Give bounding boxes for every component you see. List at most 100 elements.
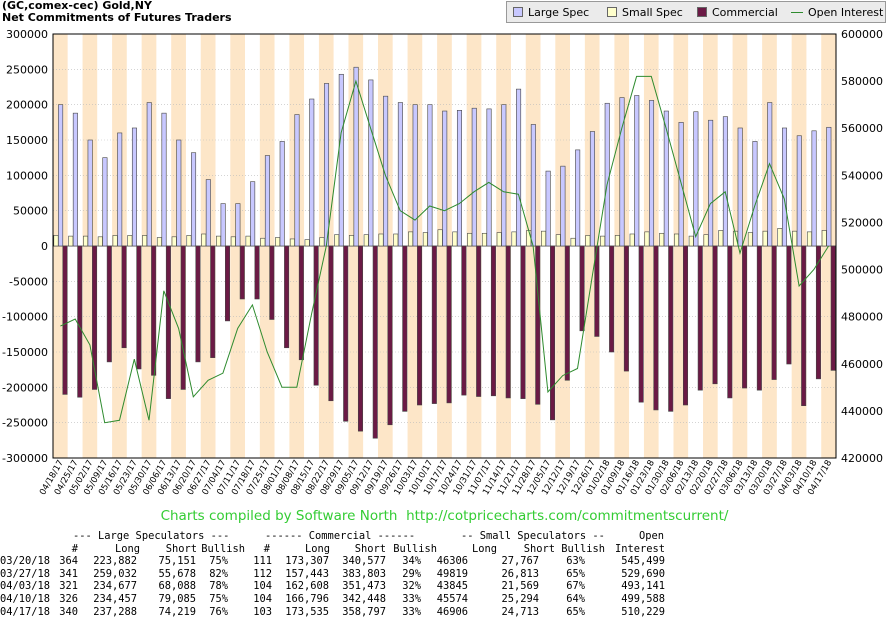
small-spec-bar [378,233,384,247]
y-tick-label-right: 480000 [841,311,883,324]
commercial-bar [431,245,437,404]
cell-cm-count: 103 [253,605,272,618]
y-tick-label-right: 580000 [841,75,883,88]
commercial-bar [461,245,467,396]
cell-ls-long: 237,288 [93,605,137,618]
group-open: Open [639,530,665,542]
small-spec-bar [644,231,650,247]
cell-ls-bullish: 75% [209,555,228,568]
y-tick-label-left: -300000 [2,452,48,465]
cell-date: 03/27/18 [0,567,51,580]
col-header-cm-long: Long [304,542,330,555]
cell-cm-count: 111 [253,555,272,568]
small-spec-bar [112,235,118,247]
cell-open-interest: 529,690 [621,567,665,580]
y-tick-label-right: 560000 [841,122,883,135]
small-spec-bar [777,228,783,247]
cell-ls-count: 364 [59,555,78,568]
large-spec-bar [279,141,285,247]
cell-ss-short: 27,767 [501,555,539,568]
cell-cm-long: 173,307 [285,555,329,568]
plot-frame [52,33,837,459]
cell-cm-bullish: 29% [402,567,421,580]
small-spec-bar [659,232,665,247]
large-spec-bar [530,124,536,247]
commercial-bar [815,245,821,380]
large-spec-bar [737,127,743,247]
large-spec-bar [131,127,137,247]
commercial-bar [786,245,792,365]
cell-date: 04/10/18 [0,592,51,605]
col-header-ss-bullish: Bullish [561,542,605,555]
large-spec-bar [826,126,832,247]
large-spec-bar [456,110,462,247]
small-spec-bar [201,233,207,247]
commercial-bar [564,245,570,381]
small-spec-bar [629,233,635,247]
large-spec-bar [235,203,241,247]
legend-label-open-interest: Open Interest [808,6,884,19]
small-spec-bar [570,237,576,247]
commercial-bar [653,245,659,411]
cell-cm-long: 166,796 [285,592,329,605]
large-spec-bar [663,110,669,247]
large-spec-bar [752,141,758,247]
large-spec-bar [782,127,788,247]
commercial-bar [372,245,378,439]
large-spec-bar [176,139,182,247]
cell-ss-long: 43845 [436,580,468,593]
table-row: 03/27/18 341 259,032 55,678 82% 112 157,443 383… [0,568,665,581]
large-spec-bar [161,112,167,247]
col-header-ls-count: # [71,542,78,555]
commercial-bar [239,245,245,300]
cell-date: 04/03/18 [0,580,51,593]
cell-cm-bullish: 34% [402,555,421,568]
small-spec-bar [289,238,295,247]
commercial-bar [151,245,157,376]
cell-ss-bullish: 64% [566,592,585,605]
commercial-bar [490,245,496,397]
commercial-bar [668,245,674,412]
commercial-bar [830,245,836,371]
cell-ls-long: 223,882 [93,555,137,568]
col-header-ls-long: Long [114,542,140,555]
small-spec-bar [260,237,266,247]
cell-ss-short: 21,569 [501,580,539,593]
y-tick-label-left: -150000 [2,346,48,359]
legend-swatch-commercial [697,7,707,17]
y-tick-label-left: 50000 [13,205,48,218]
y-tick-label-right: 460000 [841,358,883,371]
col-header-cm-bullish: Bullish [393,542,437,555]
large-spec-bar [575,149,581,247]
y-tick-label-right: 600000 [841,28,883,41]
large-spec-bar [619,97,625,247]
small-spec-bar [467,232,473,247]
commercial-bar [535,245,541,405]
small-spec-bar [585,235,591,247]
group-large-speculators: --- Large Speculators --- [73,530,230,542]
large-spec-bar [309,98,315,247]
commercial-bar [210,245,216,358]
large-spec-bar [604,102,610,247]
y-tick-label-left: 100000 [6,169,48,182]
cell-open-interest: 510,229 [621,605,665,618]
small-spec-bar [319,237,325,247]
legend-item-large-spec: Large Spec [513,6,589,19]
small-spec-bar [703,234,709,247]
commercial-bar [343,245,349,422]
large-spec-bar [102,157,108,247]
cell-ss-bullish: 67% [566,580,585,593]
large-spec-bar [58,104,64,247]
y-tick-label-left: -250000 [2,417,48,430]
commercial-bar [550,245,556,421]
commercial-bar [801,245,807,407]
cell-ls-count: 340 [59,605,78,618]
cell-ss-long: 46906 [436,605,468,618]
commercial-bar [638,245,644,403]
large-spec-bar [324,83,330,247]
cell-ss-bullish: 65% [566,605,585,618]
title-line2: Net Commitments of Futures Traders [2,10,232,24]
large-spec-bar [117,132,123,247]
large-spec-bar [264,155,270,247]
small-spec-bar [97,236,103,247]
